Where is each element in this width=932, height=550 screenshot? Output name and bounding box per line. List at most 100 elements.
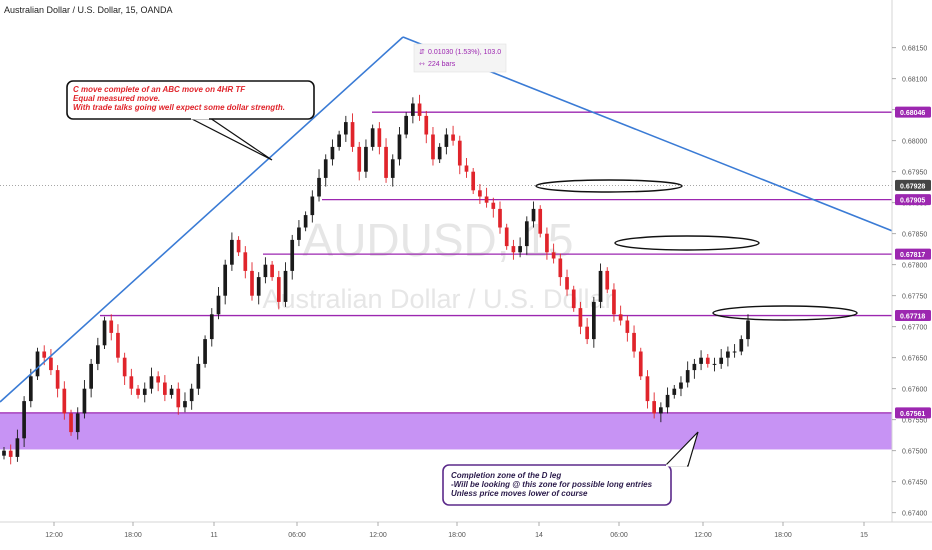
candle-body	[699, 357, 703, 364]
candle-body	[69, 413, 73, 433]
price-tag-label: 0.68046	[900, 110, 925, 117]
x-tick-label: 18:00	[124, 532, 142, 539]
candle-body	[82, 388, 87, 414]
callout-bottom[interactable]: Completion zone of the D leg -Will be lo…	[442, 431, 699, 506]
candle-body	[310, 196, 315, 216]
x-tick-label: 11	[210, 532, 217, 539]
candle-body	[149, 376, 154, 389]
candle-body	[283, 270, 288, 302]
candle-body	[726, 351, 730, 358]
candle-body	[35, 351, 40, 377]
candle-body	[343, 122, 348, 135]
x-tick-label: 18:00	[774, 532, 792, 539]
candle-body	[605, 270, 610, 290]
y-tick-label: 0.67750	[902, 294, 927, 301]
note-bottom-line-3: Unless price moves lower of course	[451, 489, 588, 498]
candle-body	[42, 351, 47, 358]
price-tags: 0.68046 0.67905 0.67817 0.67718 0.67561 0.679…	[895, 106, 931, 419]
candle-body	[203, 339, 207, 364]
candle-body	[451, 134, 455, 141]
candle-body	[169, 388, 174, 395]
candle-body	[89, 363, 93, 389]
candle-body	[417, 103, 422, 116]
ellipse-marker-2[interactable]	[614, 235, 760, 251]
candle-body	[243, 252, 248, 271]
candle-body	[645, 376, 650, 402]
y-tick-label: 0.67450	[902, 480, 927, 487]
y-tick-label: 0.67700	[902, 325, 927, 332]
candle-body	[95, 345, 100, 364]
candle-body	[109, 320, 114, 333]
candle-body	[518, 246, 522, 253]
candle-body	[156, 376, 161, 383]
candle-body	[49, 357, 53, 371]
candle-body	[558, 258, 563, 278]
x-tick-label: 12:00	[369, 532, 387, 539]
price-tag-label: 0.67561	[900, 411, 925, 418]
ellipse-marker-3[interactable]	[712, 305, 858, 321]
candle-body	[377, 128, 382, 147]
candle-body	[404, 115, 409, 135]
level-lines	[0, 111, 892, 414]
x-tick-label: 14	[535, 532, 543, 539]
candle-body	[598, 270, 603, 302]
candle-body	[652, 401, 657, 414]
candle-body	[712, 363, 717, 365]
candle-body	[357, 146, 362, 172]
measure-bar-count: 224 bars	[428, 61, 456, 68]
y-tick-label: 0.68100	[902, 77, 927, 84]
demand-zone[interactable]	[0, 412, 892, 450]
candle-body	[511, 246, 516, 253]
candle-body	[665, 394, 670, 408]
candle-body	[62, 388, 67, 414]
measure-price-change: 0.01030 (1.53%), 103.0	[428, 49, 501, 56]
candle-body	[290, 239, 295, 271]
ellipse-marker-1[interactable]	[535, 179, 683, 193]
candle-body	[55, 370, 60, 389]
candle-body	[746, 320, 750, 340]
time-axis[interactable]: 12:00 18:00 11 06:00 12:00 18:00 14 06:00 12:00 1…	[45, 522, 868, 539]
candle-body	[297, 227, 301, 240]
candle-body	[223, 264, 228, 296]
candle-body	[303, 215, 308, 228]
candle-body	[122, 357, 127, 377]
callout-bottom-box	[442, 464, 672, 506]
y-tick-label: 0.67650	[902, 356, 927, 363]
trendline-rising[interactable]	[0, 36, 404, 403]
candle-body	[424, 115, 429, 135]
candle-body	[739, 339, 744, 352]
candle-body	[189, 388, 194, 402]
candle-body	[491, 202, 496, 209]
candle-body	[370, 128, 375, 147]
chart-title: Australian Dollar / U.S. Dollar, 15, OAN…	[4, 5, 173, 15]
candle-body	[504, 227, 509, 247]
candle-body	[22, 401, 26, 439]
candle-body	[457, 140, 462, 166]
y-tick-label: 0.67800	[902, 263, 927, 270]
candle-body	[330, 146, 335, 160]
x-tick-label: 12:00	[694, 532, 712, 539]
candle-body	[471, 171, 476, 191]
candle-body	[209, 314, 214, 340]
price-tag-label: 0.67718	[900, 314, 925, 321]
callout-top-pointer	[189, 117, 273, 161]
candle-body	[183, 401, 187, 408]
x-tick-label: 06:00	[288, 532, 306, 539]
y-tick-label: 0.67500	[902, 449, 927, 456]
candle-body	[679, 382, 683, 389]
callout-top[interactable]: C move complete of an ABC move on 4HR TF…	[66, 80, 315, 161]
measure-tool[interactable]: ⇵ ⇿ 0.01030 (1.53%), 103.0 224 bars	[413, 43, 507, 73]
x-tick-label: 18:00	[448, 532, 466, 539]
note-top-line-3: With trade talks going well expect some …	[73, 103, 285, 112]
candle-body	[538, 208, 543, 234]
candle-body	[431, 134, 435, 160]
candle-body	[337, 134, 341, 147]
candle-body	[464, 165, 469, 172]
candle-body	[250, 270, 254, 296]
candle-body	[2, 450, 6, 456]
candle-body	[524, 221, 529, 247]
candle-body	[136, 388, 140, 395]
watermark-name: Australian Dollar / U.S. Dollar	[262, 284, 613, 314]
candle-body	[116, 332, 120, 358]
